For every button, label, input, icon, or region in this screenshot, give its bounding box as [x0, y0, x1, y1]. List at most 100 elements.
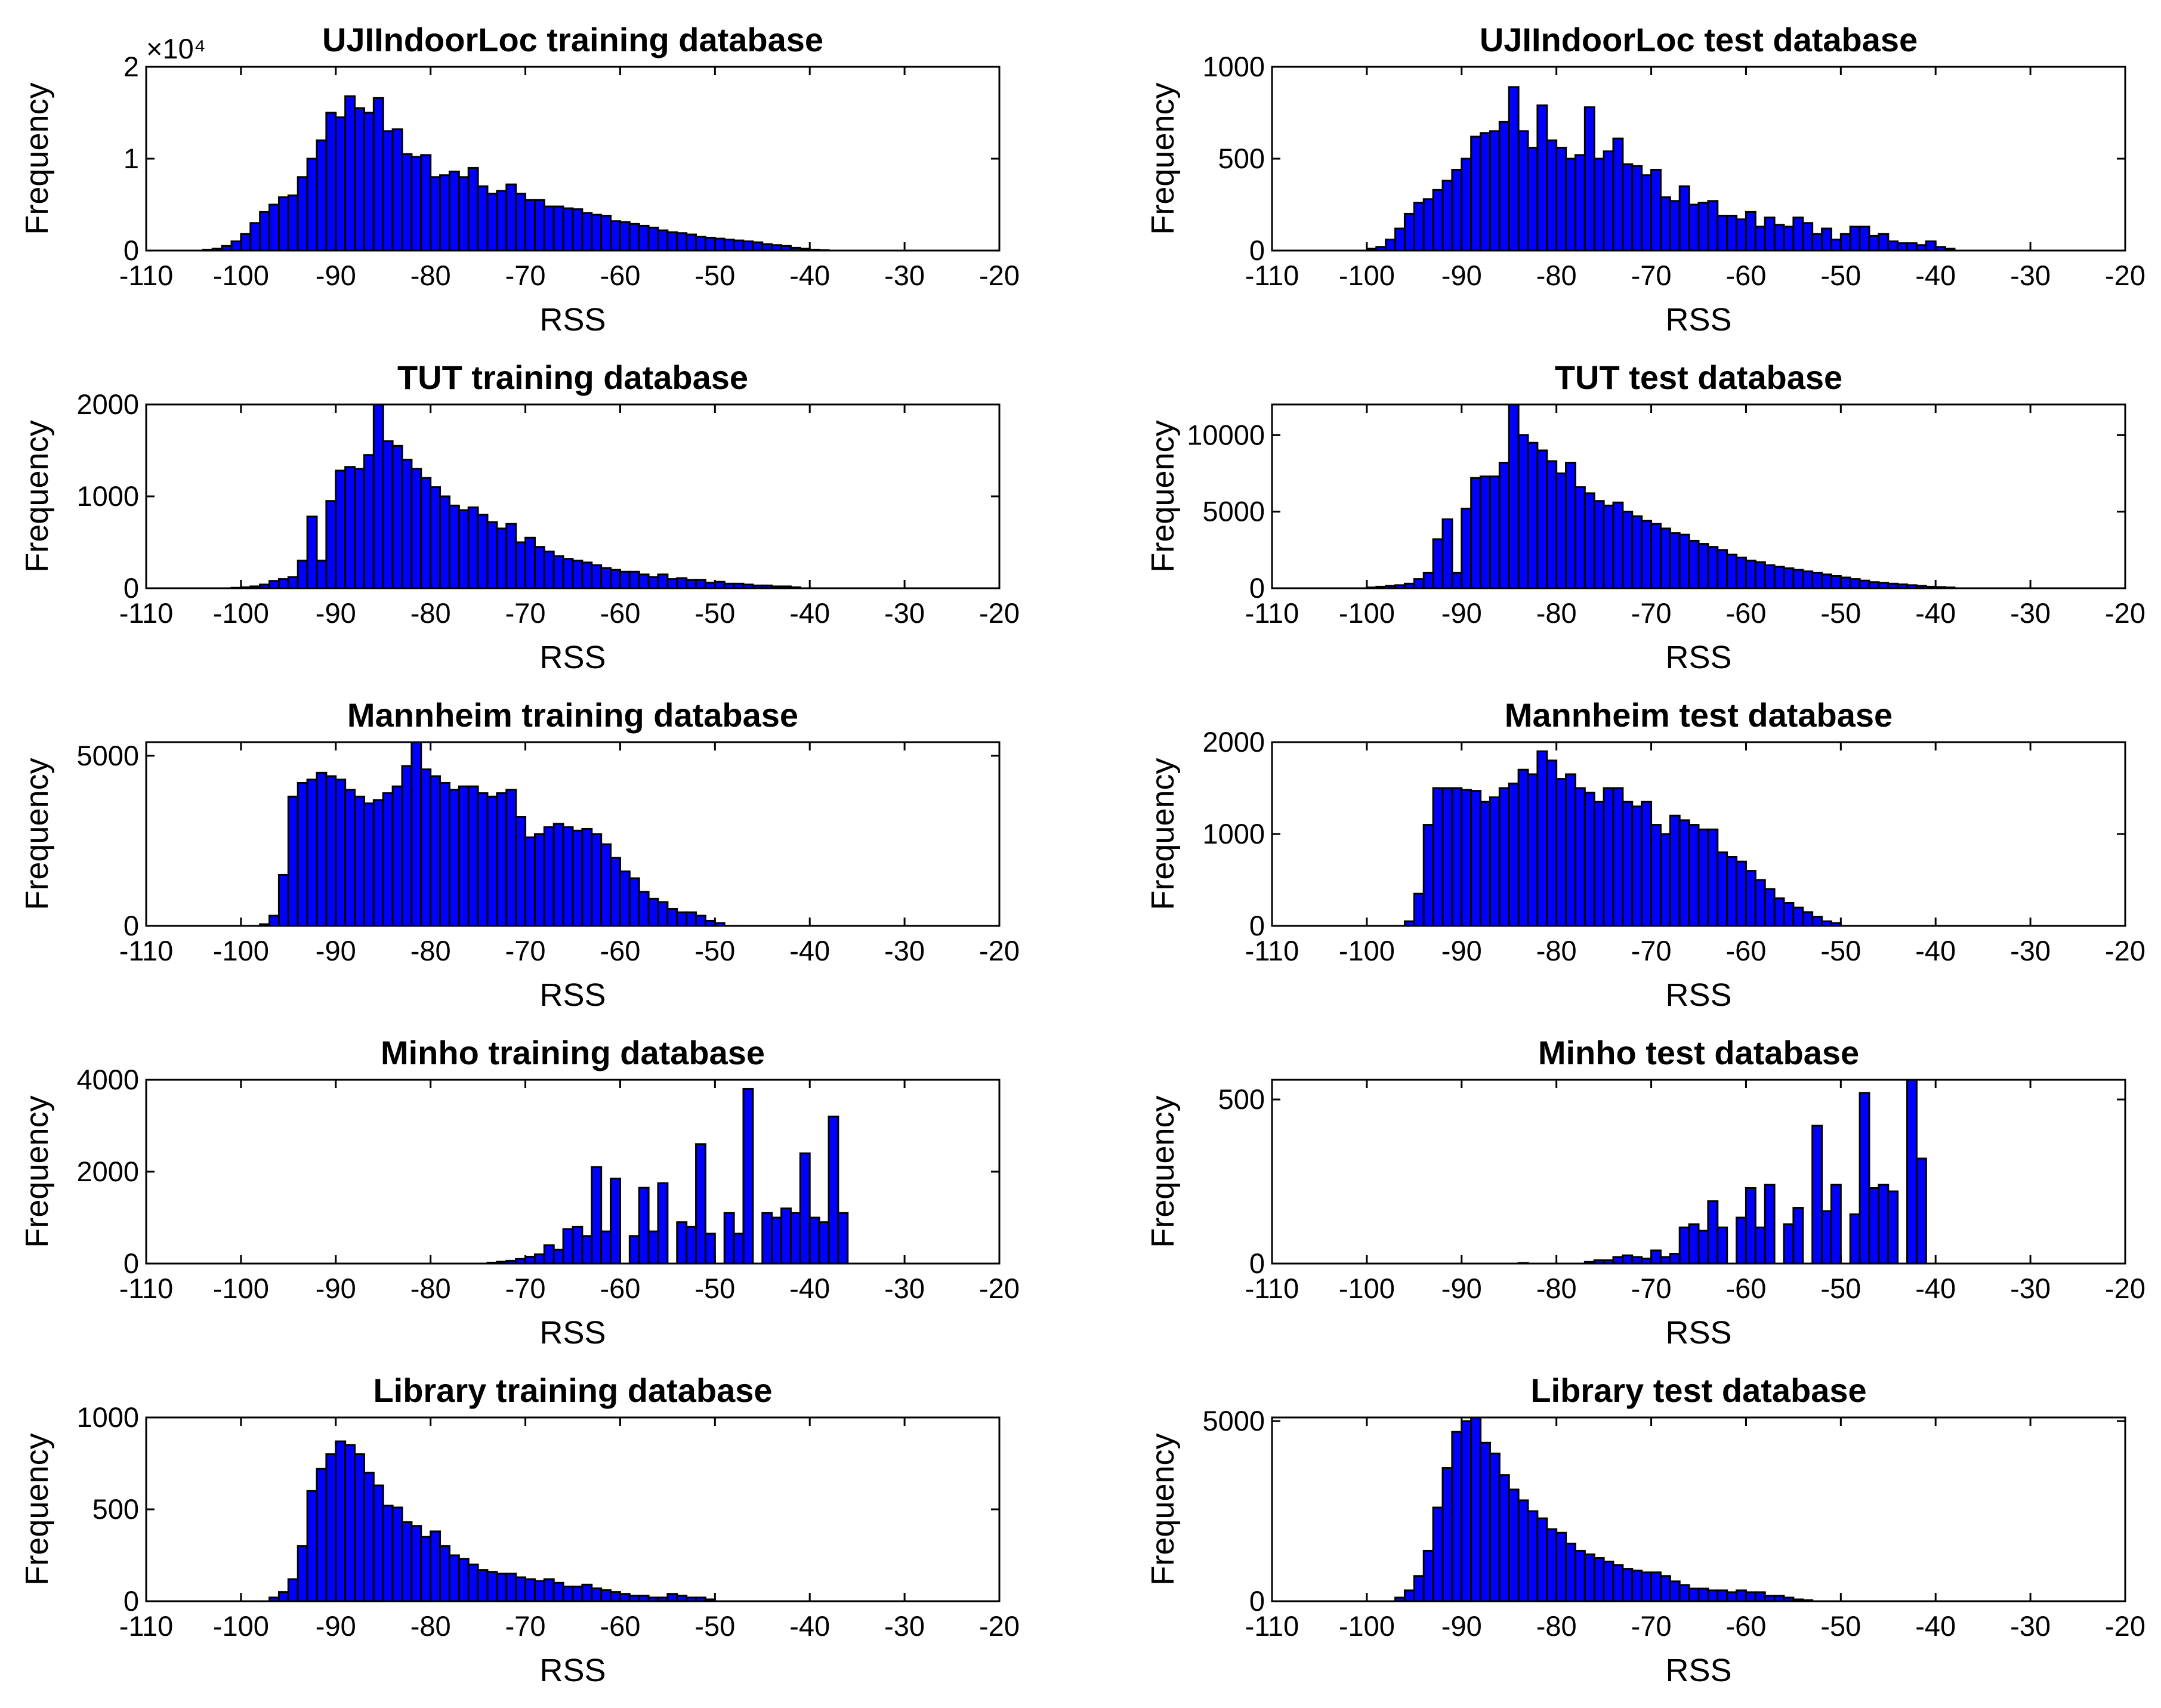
- x-axis-label: RSS: [539, 302, 606, 338]
- bar: [638, 224, 650, 252]
- bar: [1650, 523, 1662, 589]
- bar: [486, 521, 498, 589]
- bars-library-test-database: [1394, 1416, 1814, 1602]
- x-tick-label: -20: [2105, 1610, 2145, 1642]
- x-tick-label: -60: [1725, 935, 1766, 966]
- bar: [240, 233, 252, 252]
- bar: [1707, 828, 1719, 927]
- bar: [1583, 1553, 1595, 1602]
- bar: [306, 515, 318, 589]
- bar: [1489, 475, 1501, 589]
- x-tick-label: -70: [505, 260, 546, 291]
- bar: [458, 509, 470, 589]
- bar: [382, 1505, 394, 1602]
- bar: [1726, 554, 1738, 589]
- bar: [1906, 242, 1918, 252]
- bar: [1593, 1557, 1605, 1602]
- bar: [1441, 180, 1453, 252]
- bar: [363, 454, 375, 589]
- bar: [515, 816, 527, 927]
- bar: [1811, 233, 1823, 252]
- x-tick-label: -110: [1245, 1272, 1299, 1304]
- bar: [1811, 1125, 1823, 1265]
- bar: [657, 573, 669, 589]
- bars-ujiindoorloc-training-database: [202, 95, 830, 252]
- y-tick-label: 1000: [1202, 51, 1265, 82]
- x-tick-label: -40: [1915, 597, 1956, 629]
- panel-mannheim-test-database: -110 -100 -90 -80 -70 -60 -50 -40 -30 -20 0 1000 200…: [1145, 696, 2145, 1013]
- bar: [1688, 539, 1700, 589]
- bar: [676, 1221, 688, 1265]
- bar: [837, 1212, 849, 1265]
- y-tick-label: 10000: [1187, 419, 1265, 450]
- bar: [1726, 214, 1738, 252]
- bar: [382, 130, 394, 252]
- bar: [1470, 1416, 1482, 1602]
- bar: [572, 560, 584, 589]
- bar: [277, 873, 289, 927]
- bar: [1527, 773, 1539, 927]
- x-tick-label: -90: [316, 1272, 356, 1304]
- x-tick-label: -20: [2105, 1272, 2145, 1304]
- bar: [619, 570, 631, 589]
- x-tick-label: -90: [316, 260, 356, 291]
- x-tick-label: -70: [1631, 260, 1672, 291]
- bar: [1811, 572, 1823, 589]
- bar: [458, 1558, 470, 1602]
- bar: [610, 220, 621, 252]
- bar: [799, 1152, 811, 1265]
- bar: [638, 1187, 650, 1265]
- bar: [335, 1440, 347, 1602]
- x-tick-label: -90: [316, 597, 356, 629]
- bar: [808, 1216, 820, 1265]
- x-tick-label: -20: [979, 1272, 1020, 1304]
- panel-library-training-database: -110 -100 -90 -80 -70 -60 -50 -40 -30 -20 0 500 1000…: [19, 1372, 1020, 1688]
- bar: [581, 1583, 593, 1602]
- bar: [676, 232, 688, 252]
- x-tick-label: -60: [600, 1272, 640, 1304]
- bar: [638, 891, 650, 927]
- bar: [1385, 239, 1397, 252]
- panel-ujiindoorloc-test-database: -110 -100 -90 -80 -70 -60 -50 -40 -30 -20 0 500 1000…: [1145, 21, 2145, 338]
- bar: [1508, 782, 1520, 927]
- bar: [1631, 515, 1643, 589]
- bar: [1802, 911, 1814, 927]
- bar: [1736, 1589, 1747, 1602]
- axes-box: [145, 1416, 1001, 1602]
- bar: [1688, 824, 1700, 927]
- bar: [420, 768, 432, 927]
- bar: [1659, 527, 1671, 589]
- bar: [277, 1591, 289, 1602]
- bar: [430, 775, 442, 927]
- bar: [552, 1582, 564, 1602]
- bar: [572, 829, 584, 927]
- bar: [486, 193, 498, 252]
- bar: [287, 795, 299, 927]
- bar: [1413, 578, 1425, 589]
- bar: [676, 577, 688, 589]
- bar: [591, 214, 603, 252]
- bar: [420, 154, 432, 252]
- bar: [524, 1255, 536, 1265]
- x-tick-label: -40: [789, 260, 830, 291]
- bar: [1603, 504, 1614, 589]
- bar: [524, 199, 536, 252]
- bar: [1555, 1531, 1567, 1602]
- bar: [1574, 1549, 1586, 1602]
- y-axis-label: Frequency: [1145, 82, 1181, 234]
- bar: [1394, 227, 1406, 252]
- x-tick-label: -40: [1915, 260, 1956, 291]
- bar: [1773, 224, 1785, 252]
- bar: [1717, 851, 1728, 927]
- x-tick-label: -20: [2105, 597, 2145, 629]
- x-tick-label: -90: [1441, 1610, 1482, 1642]
- bar: [344, 466, 356, 589]
- bar: [1717, 1589, 1728, 1602]
- bar: [410, 468, 422, 589]
- x-tick-label: -50: [1820, 1610, 1861, 1642]
- bar: [1754, 226, 1766, 252]
- y-axis-label: Frequency: [1145, 1433, 1181, 1585]
- x-tick-label: -90: [316, 935, 356, 966]
- bar: [439, 1545, 450, 1602]
- bar: [1631, 1256, 1643, 1265]
